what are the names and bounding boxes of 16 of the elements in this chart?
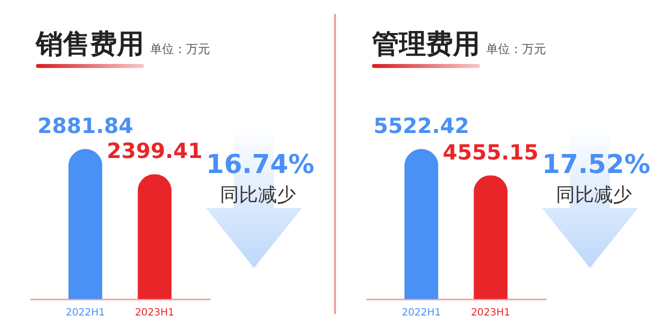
data-label: 5522.42 (374, 114, 470, 138)
x-tick-label: 2022H1 (402, 308, 442, 318)
x-tick-label: 2022H1 (66, 308, 106, 318)
chart-subtitle: 单位：万元 (486, 42, 546, 56)
x-tick-label: 2023H1 (134, 308, 174, 318)
chart-title: 管理费用 (372, 29, 480, 60)
annotation: 17.52% (542, 150, 650, 180)
data-label: 2881.84 (38, 114, 134, 138)
data-label: 4555.15 (442, 140, 538, 164)
chart-subtitle: 单位：万元 (150, 42, 210, 56)
text: 同比减少 (555, 183, 633, 208)
data-label: 2399.41 (106, 139, 202, 164)
x-tick-label: 2023H1 (470, 308, 510, 318)
annotation: 16.74% (206, 150, 314, 180)
chart-title: 销售费用 (36, 29, 144, 60)
text: 同比减少 (219, 183, 297, 208)
